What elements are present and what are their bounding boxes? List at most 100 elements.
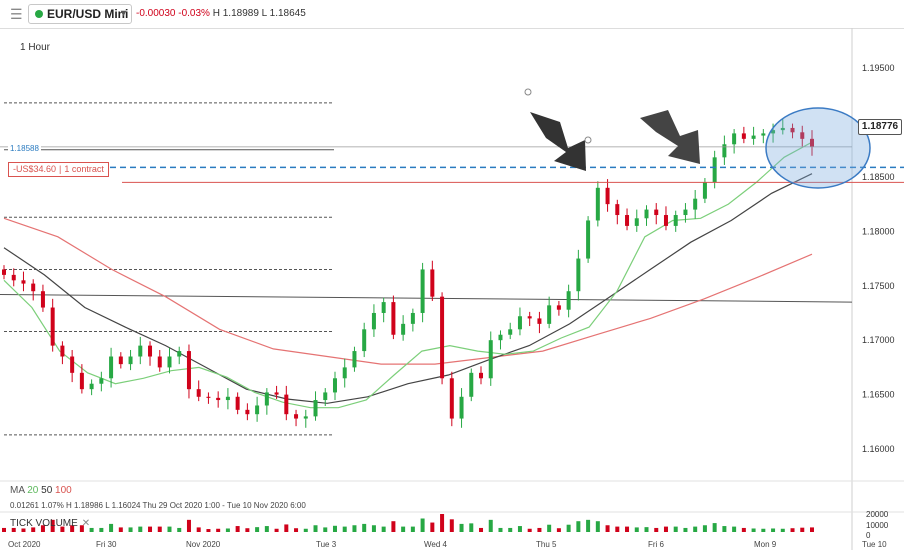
volume-bar	[410, 526, 415, 532]
position-pnl: -US$34.60	[13, 164, 57, 174]
candle-body	[31, 283, 36, 292]
volume-bar	[615, 526, 620, 532]
candle-body	[517, 316, 522, 330]
trendline[interactable]	[0, 293, 853, 303]
volume-bar	[440, 514, 445, 532]
annotation-arrow[interactable]	[640, 110, 700, 164]
volume-bar	[479, 527, 484, 532]
time-axis-tick-label: Wed 4	[424, 540, 448, 549]
candle-body	[186, 351, 191, 390]
volume-bar	[2, 527, 6, 532]
candle-body	[449, 378, 454, 419]
moving-average-legend[interactable]: MA 20 50 100	[10, 485, 72, 496]
volume-bar	[566, 524, 571, 532]
candle-body	[21, 280, 26, 284]
position-size: 1 contract	[64, 164, 104, 174]
candle-body	[654, 209, 659, 216]
volume-bar	[401, 526, 406, 532]
volume-bar	[391, 521, 396, 532]
candle-body	[673, 215, 678, 226]
candle-body	[732, 133, 737, 145]
price-chart[interactable]: 1.195001.190001.185001.180001.175001.170…	[0, 28, 904, 550]
candle-body	[216, 397, 221, 401]
volume-bar	[332, 525, 337, 532]
volume-bar	[128, 527, 133, 532]
candle-body	[274, 392, 279, 395]
tick-volume-label[interactable]: TICK VOLUME ✕	[10, 518, 90, 529]
volume-bar	[157, 526, 162, 532]
volume-bar	[352, 525, 357, 532]
ma-50-period: 50	[41, 485, 53, 496]
menu-icon[interactable]: ☰	[10, 6, 23, 22]
volume-bar	[21, 528, 26, 532]
candle-body	[810, 138, 814, 147]
time-axis-tick-label: Fri 30	[96, 540, 117, 549]
candle-body	[410, 312, 415, 324]
candle-body	[2, 269, 6, 275]
close-icon[interactable]: ✕	[81, 518, 91, 529]
order-level-label[interactable]: 1.18588	[8, 143, 41, 154]
candle-body	[644, 209, 649, 219]
volume-bar	[264, 526, 269, 532]
candle-body	[527, 316, 532, 319]
candle-body	[576, 258, 581, 292]
volume-bar	[459, 523, 464, 532]
instrument-selector[interactable]: EUR/USD Mini ▾	[28, 4, 132, 24]
highlight-ellipse[interactable]	[765, 107, 871, 189]
volume-bar	[693, 526, 698, 532]
market-open-icon	[35, 10, 43, 18]
candle-body	[148, 345, 153, 357]
volume-bar	[810, 527, 814, 532]
session-high: H 1.18989	[212, 8, 259, 19]
candle-body	[547, 305, 552, 324]
volume-bar	[702, 525, 707, 532]
ma-20-period: 20	[27, 485, 39, 496]
time-axis-tick-label: Tue 10	[862, 540, 887, 549]
candle-body	[381, 302, 386, 313]
price-axis-tick-label: 1.18000	[862, 226, 895, 236]
drawing-handle[interactable]	[584, 136, 592, 144]
candle-body	[401, 323, 406, 335]
volume-bar	[109, 523, 114, 532]
candle-body	[225, 396, 230, 401]
position-label[interactable]: -US$34.60 | 1 contract	[8, 162, 109, 177]
volume-bar	[625, 526, 630, 532]
volume-bar	[381, 526, 386, 532]
volume-bar	[508, 527, 513, 532]
candle-body	[702, 182, 707, 199]
candle-body	[50, 307, 55, 346]
candle-body	[264, 392, 269, 406]
candle-body	[342, 367, 347, 379]
volume-bar	[186, 519, 191, 532]
annotation-arrow[interactable]	[530, 112, 586, 171]
candle-body	[371, 312, 376, 330]
candle-body	[586, 220, 591, 259]
candle-body	[469, 372, 474, 397]
time-axis-tick-label: Thu 5	[536, 540, 557, 549]
candle-body	[99, 378, 104, 384]
volume-bar	[537, 527, 542, 532]
timeframe-label: 1 Hour	[20, 42, 51, 53]
tick-volume-title: TICK VOLUME	[10, 518, 78, 529]
session-low: L 1.18645	[261, 8, 306, 19]
volume-bar	[342, 526, 347, 532]
volume-bar	[167, 526, 172, 532]
drawing-handle[interactable]	[524, 88, 532, 96]
candle-body	[556, 305, 561, 310]
volume-bar	[547, 524, 552, 532]
quote-summary: -0.00030 -0.03% H 1.18989 L 1.18645	[136, 8, 306, 19]
volume-bar	[634, 527, 639, 532]
volume-bar	[255, 527, 260, 532]
volume-bar	[148, 526, 153, 532]
volume-bar	[294, 528, 299, 532]
volume-axis-tick-label: 20000	[866, 510, 889, 519]
candle-body	[11, 274, 16, 281]
range-summary: 0.01261 1.07% H 1.18986 L 1.16024 Thu 29…	[10, 501, 306, 510]
volume-bar	[595, 521, 600, 532]
volume-bar	[303, 528, 308, 532]
volume-bar	[683, 527, 688, 532]
volume-bar	[498, 527, 503, 532]
candle-body	[332, 378, 337, 393]
candle-body	[625, 215, 630, 226]
volume-bar	[245, 528, 250, 532]
